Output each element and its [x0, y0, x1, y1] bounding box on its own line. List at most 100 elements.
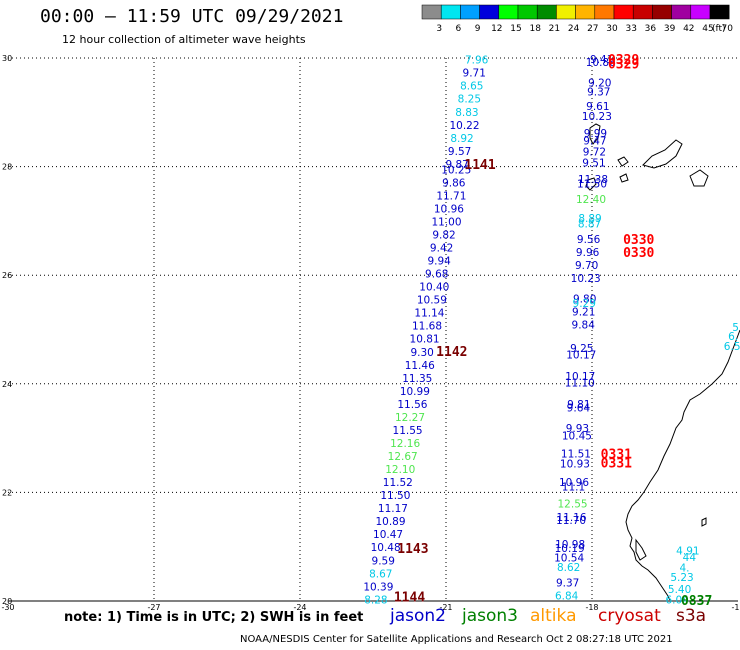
- legend-swatch: [672, 5, 691, 19]
- pass-time-label: 1142: [436, 345, 467, 360]
- wave-height-value: 9.42: [430, 243, 453, 255]
- legend-label: 30: [606, 24, 618, 34]
- wave-height-value: 10.40: [419, 282, 449, 294]
- legend-swatch: [499, 5, 518, 19]
- wave-height-value: 10.22: [449, 120, 479, 132]
- wave-height-value: 12.16: [390, 438, 420, 450]
- legend-swatch: [537, 5, 556, 19]
- wave-height-value: 10.81: [410, 334, 440, 346]
- pass-time-label: 1144: [394, 591, 425, 606]
- footer-credit: NOAA/NESDIS Center for Satellite Applica…: [240, 634, 673, 645]
- lat-tick-label: 28: [2, 163, 12, 172]
- lat-tick-label: 22: [2, 488, 12, 497]
- wave-height-value: 9.37: [556, 578, 579, 590]
- wave-height-value: 9.86: [442, 177, 466, 189]
- island-el-hierro: [620, 174, 628, 182]
- pass-time-label: 1143: [397, 542, 428, 557]
- wave-height-value: 11.70: [556, 515, 586, 527]
- wave-height-value: 10.96: [434, 203, 464, 215]
- legend-swatch: [556, 5, 575, 19]
- pass-time-label: 1141: [464, 158, 495, 173]
- legend-label: 27: [587, 24, 598, 34]
- wave-height-value: 10.48: [371, 542, 401, 554]
- legend-label: 33: [625, 24, 636, 34]
- lat-tick-label: 24: [2, 380, 12, 389]
- legend-swatch: [614, 5, 633, 19]
- legend-label: 36: [645, 24, 657, 34]
- wave-height-value: 11.52: [383, 477, 413, 489]
- satellite-jason2: jason2: [390, 606, 446, 626]
- lon-tick-label: -18: [585, 603, 598, 612]
- wave-height-value: 11.10: [565, 378, 595, 390]
- wave-height-value: 7.96: [465, 55, 489, 67]
- wave-height-value: 6.5: [724, 341, 740, 353]
- wave-height-value: 10.23: [582, 111, 612, 123]
- wave-height-value: 9.96: [576, 247, 600, 259]
- wave-height-value: 11.50: [577, 178, 607, 190]
- wave-height-value: 5.23: [670, 572, 693, 584]
- legend-swatch: [422, 5, 441, 19]
- lat-tick-label: 30: [2, 54, 12, 63]
- wave-height-value: 11.68: [412, 321, 442, 333]
- wave-height-value: 11.71: [436, 190, 466, 202]
- wave-height-value: 10.45: [562, 430, 592, 442]
- wave-height-value: 9.64: [567, 403, 591, 415]
- satellite-cryosat: cryosat: [598, 606, 661, 626]
- wave-height-value: 9.84: [572, 320, 596, 332]
- legend-swatch: [633, 5, 652, 19]
- wave-height-value: 9.30: [410, 347, 433, 359]
- wave-height-value: 9.56: [577, 234, 601, 246]
- wave-height-value: 9.37: [587, 87, 610, 99]
- legend-swatch: [518, 5, 537, 19]
- island-la-gomera: [618, 157, 628, 166]
- legend-label: 39: [664, 24, 676, 34]
- legend-label: 9: [475, 24, 481, 34]
- wave-height-value: 12.40: [576, 194, 606, 206]
- wave-height-value: 9.68: [425, 269, 448, 281]
- wave-height-value: 8.25: [458, 94, 481, 106]
- legend-swatch: [652, 5, 671, 19]
- pass-time-label: 0330: [623, 246, 654, 261]
- wave-height-value: 11.50: [380, 490, 410, 502]
- wave-height-value: 11.55: [393, 425, 423, 437]
- units-note: note: 1) Time is in UTC; 2) SWH is in fe…: [64, 610, 363, 625]
- legend-swatch: [480, 5, 499, 19]
- wave-height-value: 10.93: [560, 459, 590, 471]
- wave-height-value: 9.82: [432, 229, 455, 241]
- coast-islet: [702, 518, 706, 526]
- wave-height-value: 12.27: [395, 412, 425, 424]
- wave-height-value: 8.62: [557, 562, 580, 574]
- legend-label: 12: [491, 24, 502, 34]
- lat-tick-label: 26: [2, 271, 12, 280]
- wave-height-value: 9.70: [575, 260, 598, 272]
- legend-label: 18: [529, 24, 541, 34]
- wave-height-value: 10.59: [417, 295, 447, 307]
- wave-height-value: 9.51: [582, 157, 605, 169]
- wave-height-value: 10.99: [400, 386, 430, 398]
- legend-swatch: [576, 5, 595, 19]
- legend-swatch: [460, 5, 479, 19]
- color-legend: 3 6 9 12 15 18 21 24 27 30 33 36 39 42 45 70(ft): [422, 5, 733, 34]
- wave-height-value: 10.17: [566, 349, 596, 361]
- island-tenerife: [643, 140, 682, 168]
- wave-height-value: 9.71: [463, 68, 486, 80]
- lon-tick-label: -15: [731, 603, 740, 612]
- legend-swatch: [710, 5, 729, 19]
- legend-swatch: [595, 5, 614, 19]
- legend-label: 21: [549, 24, 560, 34]
- wave-height-value: 8.83: [455, 107, 478, 119]
- wave-height-value: 9.94: [427, 256, 451, 268]
- wave-height-value: 12.55: [558, 498, 588, 510]
- wave-height-value: 11.56: [397, 399, 427, 411]
- island-gran-canaria: [690, 170, 708, 186]
- legend-label: 6: [456, 24, 462, 34]
- wave-height-value: 10.39: [363, 581, 393, 593]
- coast-inlet: [636, 540, 646, 560]
- pass-time-label: 0331: [601, 457, 632, 472]
- wave-height-value: 6.84: [555, 591, 579, 603]
- wave-height-value: 9.21: [572, 307, 595, 319]
- legend-label: 42: [683, 24, 694, 34]
- wave-height-value: 12.10: [385, 464, 415, 476]
- wave-height-value: 10.47: [373, 529, 403, 541]
- wave-height-value: 8.67: [369, 568, 392, 580]
